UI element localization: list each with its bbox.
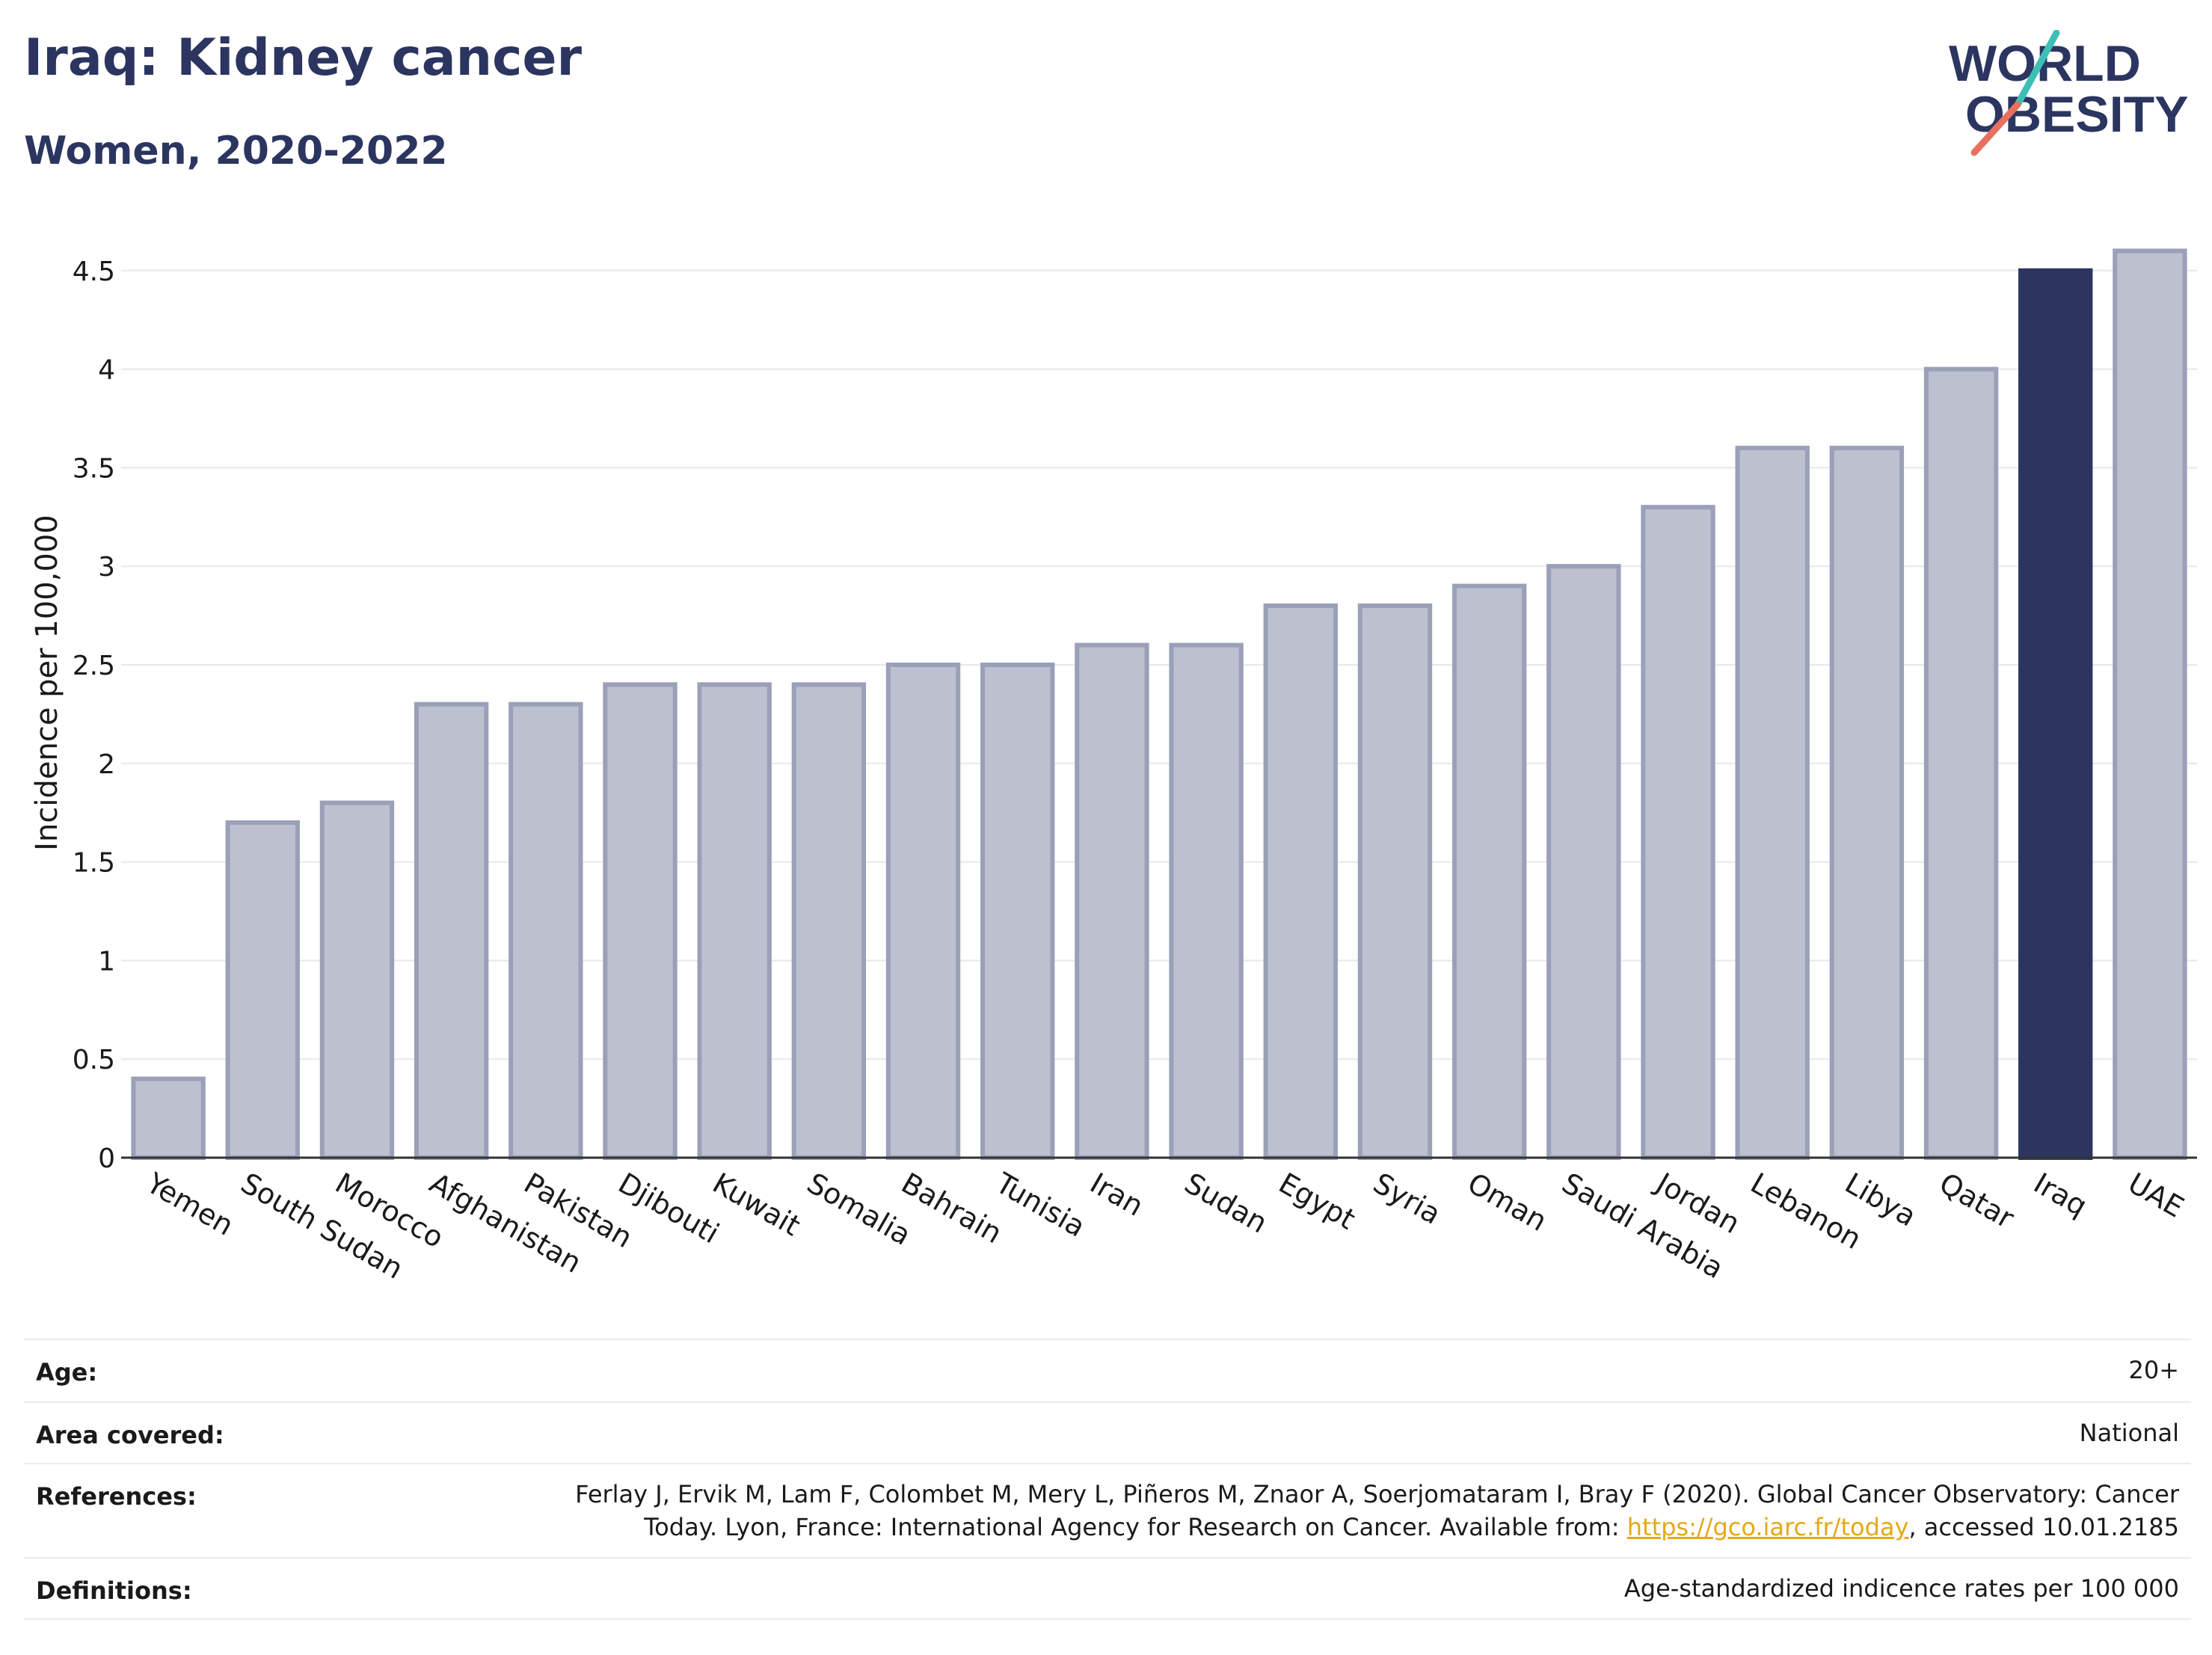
bar-iran bbox=[1075, 642, 1149, 1160]
y-tick-label: 0 bbox=[98, 1143, 115, 1174]
bar-lebanon bbox=[1735, 446, 1810, 1160]
info-label-definitions: Definitions: bbox=[36, 1576, 192, 1605]
logo-slash-teal bbox=[2014, 30, 2060, 108]
y-tick-label: 3.5 bbox=[73, 453, 115, 484]
bar-somalia bbox=[791, 682, 867, 1160]
info-value-definitions: Age-standardized indicence rates per 100… bbox=[1623, 1574, 2179, 1603]
y-axis-label: Incidence per 100,000 bbox=[30, 515, 64, 851]
y-tick-label: 2.5 bbox=[73, 651, 115, 681]
logo-word-obesity: OBESITY bbox=[1965, 86, 2189, 143]
info-table: Age: 20+ Area covered: National Referenc… bbox=[24, 1339, 2191, 1620]
info-value-age: 20+ bbox=[2128, 1356, 2179, 1384]
y-tick-label: 4 bbox=[98, 355, 115, 386]
logo-slash-coral bbox=[1970, 101, 2021, 156]
bar-sudan bbox=[1169, 642, 1244, 1160]
bar-iraq bbox=[2018, 268, 2093, 1160]
bars bbox=[131, 248, 2187, 1161]
info-label-area: Area covered: bbox=[36, 1421, 224, 1449]
references-accessed: , accessed 10.01.2185 bbox=[1908, 1513, 2179, 1541]
info-label-age: Age: bbox=[36, 1358, 98, 1387]
x-tick-label: Bahrain bbox=[896, 1167, 1007, 1250]
logo-word-world: WORLD bbox=[1949, 35, 2141, 92]
bar-oman bbox=[1451, 583, 1527, 1160]
bar-pakistan bbox=[509, 701, 583, 1160]
bar-saudi-arabia bbox=[1546, 564, 1621, 1160]
x-tick-label: Yemen bbox=[141, 1166, 239, 1242]
info-value-references: Ferlay J, Ervik M, Lam F, Colombet M, Me… bbox=[571, 1478, 2179, 1544]
x-tick-label: Syria bbox=[1368, 1167, 1446, 1231]
x-tick-label: Iraq bbox=[2028, 1167, 2092, 1223]
y-tick-label: 4.5 bbox=[73, 257, 115, 287]
x-tick-label: Oman bbox=[1462, 1167, 1552, 1238]
info-row-area: Area covered: National bbox=[24, 1401, 2191, 1463]
x-tick-label: South Sudan bbox=[236, 1167, 409, 1286]
x-tick-label: UAE bbox=[2122, 1167, 2189, 1224]
x-tick-label: Somalia bbox=[802, 1167, 917, 1252]
chart-title: Iraq: Kidney cancer bbox=[24, 28, 583, 87]
bar-afghanistan bbox=[414, 701, 489, 1160]
y-tick-labels: 0 0.5 1 1.5 2 2.5 3 3.5 4 4.5 bbox=[73, 257, 115, 1174]
bar-morocco bbox=[319, 800, 395, 1161]
bar-south-sudan bbox=[225, 820, 300, 1160]
x-tick-label: Kuwait bbox=[707, 1167, 806, 1243]
chart-subtitle: Women, 2020-2022 bbox=[24, 129, 448, 174]
x-tick-label: Iran bbox=[1084, 1167, 1149, 1223]
x-tick-label: Tunisia bbox=[989, 1166, 1090, 1244]
bar-syria bbox=[1357, 603, 1433, 1160]
x-tick-label: Sudan bbox=[1179, 1167, 1274, 1240]
info-value-area: National bbox=[2079, 1419, 2179, 1447]
bar-jordan bbox=[1641, 505, 1715, 1160]
bar-djibouti bbox=[603, 682, 678, 1160]
bar-egypt bbox=[1263, 603, 1338, 1160]
bar-bahrain bbox=[885, 663, 961, 1160]
bar-kuwait bbox=[697, 682, 772, 1160]
bar-qatar bbox=[1923, 366, 1999, 1161]
bar-uae bbox=[2113, 248, 2187, 1161]
x-tick-label: Saudi Arabia bbox=[1556, 1167, 1729, 1286]
references-link[interactable]: https://gco.iarc.fr/today bbox=[1626, 1513, 1909, 1541]
x-tick-label: Qatar bbox=[1934, 1167, 2020, 1235]
y-tick-label: 1.5 bbox=[73, 848, 115, 879]
info-row-references: References: Ferlay J, Ervik M, Lam F, Co… bbox=[24, 1463, 2191, 1557]
references-text: Ferlay J, Ervik M, Lam F, Colombet M, Me… bbox=[575, 1480, 2179, 1541]
bar-tunisia bbox=[980, 663, 1055, 1160]
y-tick-label: 3 bbox=[98, 552, 115, 583]
info-row-age: Age: 20+ bbox=[24, 1339, 2191, 1401]
y-tick-label: 1 bbox=[98, 946, 115, 977]
info-row-definitions: Definitions: Age-standardized indicence … bbox=[24, 1557, 2191, 1620]
y-tick-label: 0.5 bbox=[73, 1045, 115, 1075]
bar-libya bbox=[1829, 446, 1905, 1160]
info-label-references: References: bbox=[36, 1482, 197, 1511]
bar-yemen bbox=[131, 1076, 206, 1161]
world-obesity-logo: WORLD OBESITY bbox=[1949, 30, 2189, 156]
x-tick-label: Egypt bbox=[1274, 1167, 1361, 1236]
y-tick-label: 2 bbox=[98, 749, 115, 780]
